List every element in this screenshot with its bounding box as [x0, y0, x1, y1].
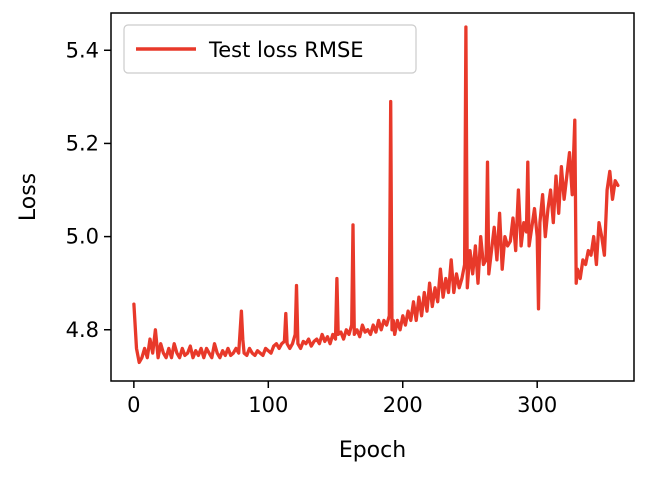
legend-label: Test loss RMSE	[208, 38, 364, 62]
y-axis-label: Loss	[16, 173, 41, 221]
legend-box	[123, 24, 417, 74]
x-axis-ticks: 0 100 200 300	[127, 381, 557, 417]
y-tick-label: 4.8	[66, 318, 99, 342]
x-axis-label: Epoch	[339, 438, 406, 463]
y-tick-label: 5.2	[66, 131, 99, 155]
y-axis-ticks: 4.8 5.0 5.2 5.4	[66, 38, 111, 342]
x-tick-label: 200	[383, 393, 423, 417]
x-tick-label: 300	[517, 393, 557, 417]
test-loss-rmse-line	[132, 25, 620, 365]
plot-area-frame	[110, 12, 635, 382]
y-tick-label: 5.4	[66, 38, 99, 62]
legend: Test loss RMSE	[123, 24, 417, 74]
y-tick-label: 5.0	[66, 225, 99, 249]
x-tick-label: 0	[127, 393, 140, 417]
x-tick-label: 100	[248, 393, 288, 417]
